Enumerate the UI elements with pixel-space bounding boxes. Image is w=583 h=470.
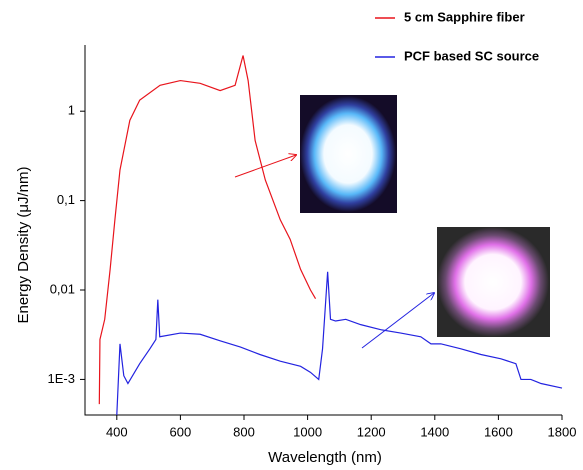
light-spot (437, 227, 549, 337)
y-tick-label: 1 (68, 103, 75, 118)
arrow (361, 293, 434, 349)
x-tick-label: 400 (106, 424, 128, 439)
arrow (234, 155, 296, 178)
legend-label: 5 cm Sapphire fiber (404, 9, 525, 24)
series-line (98, 55, 317, 405)
legend-label: PCF based SC source (404, 48, 539, 63)
x-axis-label: Wavelength (nm) (268, 449, 382, 466)
y-tick-label: 0,1 (57, 192, 75, 207)
x-tick-label: 1200 (357, 424, 386, 439)
x-tick-label: 1800 (548, 424, 577, 439)
y-tick-label: 1E-3 (48, 371, 75, 386)
y-tick-label: 0,01 (50, 281, 75, 296)
series-line (116, 271, 563, 416)
axes (84, 45, 562, 416)
light-spot (300, 96, 396, 212)
x-tick-label: 1400 (420, 424, 449, 439)
y-axis-label: Energy Density (μJ/nm) (15, 166, 32, 323)
x-tick-label: 800 (233, 424, 255, 439)
x-tick-label: 1000 (293, 424, 322, 439)
x-tick-label: 600 (170, 424, 192, 439)
x-tick-label: 1600 (484, 424, 513, 439)
